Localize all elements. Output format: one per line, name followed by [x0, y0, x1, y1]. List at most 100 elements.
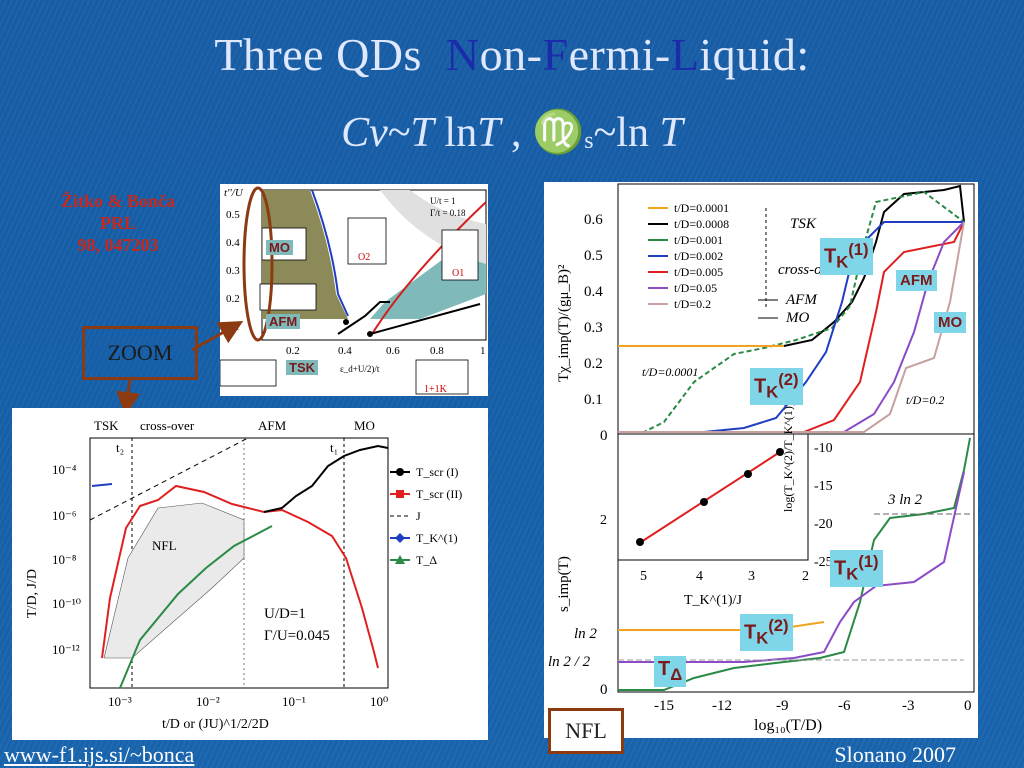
pd-o1: O1 — [452, 268, 464, 279]
highlight-ellipse — [242, 186, 274, 342]
right-xtick: -6 — [838, 698, 851, 714]
param-ud: U/D=1 — [264, 606, 306, 622]
legend-item: t/D=0.05 — [674, 281, 717, 295]
pd-xtick: 1 — [480, 345, 486, 357]
citation-ref: 98, 047203 — [77, 235, 159, 255]
annot-t1: t/D=0.0001 — [642, 365, 698, 379]
pd-ytick: 0.4 — [226, 237, 240, 249]
ann-ln2-2: ln 2 / 2 — [548, 654, 591, 670]
right-top-ylabel: Tχ_imp(T)/(gμ_B)² — [556, 264, 572, 382]
t2-label: t₂ — [116, 440, 124, 455]
param-gu: Γ/U=0.045 — [264, 628, 330, 644]
tag-afm: AFM — [896, 270, 937, 291]
legend-item: t/D=0.001 — [674, 233, 723, 247]
title-l: L — [670, 29, 700, 80]
inset-xlabel: T_K^(1)/J — [684, 593, 742, 608]
right-ytick: 0.2 — [584, 356, 603, 372]
pd-xtick: 0.6 — [386, 345, 400, 357]
tag-mo: MO — [934, 312, 967, 333]
pd-ytick: 0.5 — [226, 209, 240, 221]
t1-label: t₁ — [330, 440, 338, 455]
tag-mo-pd: MO — [266, 240, 293, 255]
right-xtick: -15 — [654, 698, 674, 714]
region-afm: AFM — [258, 418, 287, 433]
pd-1k: 1+1K — [424, 384, 448, 395]
tag-sup: (2) — [778, 370, 799, 389]
zoom-arrow-right — [191, 321, 244, 352]
tag-delta: Δ — [670, 665, 683, 684]
tag-sup: (2) — [768, 616, 789, 635]
legend-right: AFM — [785, 292, 818, 308]
zoom-box: ZOOM — [82, 326, 198, 380]
tag-sup: (1) — [858, 552, 879, 571]
right-ytick: 0.1 — [584, 392, 603, 408]
ann-3ln2: 3 ln 2 — [887, 492, 923, 508]
ln-1: ln — [444, 110, 478, 156]
tag-k: K — [836, 252, 849, 272]
pd-param: Γ/t = 0.18 — [430, 208, 466, 218]
citation: Žitko & Bonča PRL 98, 047203 — [18, 190, 218, 256]
tag-tk2-top: TK(2) — [750, 368, 803, 405]
tag-k: K — [766, 382, 779, 402]
entropy-symbol: ♍ — [531, 110, 585, 156]
slide-title: Three QDs Non-Fermi-Liquid: — [0, 28, 1024, 81]
y-tick: 10⁻¹² — [52, 642, 80, 657]
pd-xtick: 0.8 — [430, 345, 444, 357]
annot-t2: t/D=0.2 — [906, 393, 944, 407]
legend-item: t/D=0.0008 — [674, 217, 729, 231]
bottom-chart: TSK cross-over AFM MO t₂ t₁ NFL 10⁻⁴ 10⁻… — [25, 418, 462, 732]
s-sub: s — [584, 128, 594, 154]
inset-ytick: 2 — [600, 513, 607, 528]
tag-afm-pd: AFM — [266, 314, 301, 329]
right-xtick: -12 — [712, 698, 732, 714]
legend-item: t/D=0.0001 — [674, 201, 729, 215]
legend-item: t/D=0.2 — [674, 297, 711, 311]
ann-ln2: ln 2 — [574, 626, 597, 642]
right-xlabel: log₁₀(T/D) — [754, 717, 822, 734]
tag-tdelta: TΔ — [654, 656, 687, 687]
bottom-legend: T_scr (I) T_scr (II) J T_K^(1) T_Δ — [390, 465, 462, 567]
title-f: F — [542, 29, 569, 80]
footer-event: Slonano 2007 — [834, 742, 956, 767]
right-chart-panel: 0.6 0.5 0.4 0.3 0.2 0.1 0 Tχ_imp(T)/(gμ_… — [544, 182, 978, 738]
tag-tk1-top: TK(1) — [820, 238, 873, 275]
nfl-label: NFL — [152, 538, 177, 553]
title-on: on- — [479, 29, 543, 80]
x-tick: 10⁻¹ — [282, 694, 306, 709]
right-ytick: 0.6 — [584, 212, 603, 228]
tag-t: T — [824, 245, 837, 268]
region-mo: MO — [354, 418, 375, 433]
inset-xtick: 2 — [802, 569, 809, 584]
inset-xtick: 4 — [696, 569, 703, 584]
zoom-arrow-down — [116, 377, 141, 416]
tag-t: T — [744, 621, 757, 644]
right-xtick: -3 — [902, 698, 915, 714]
pd-xlabel: ε_d+U/2)/t — [340, 364, 380, 374]
inset-xtick: 3 — [748, 569, 755, 584]
title-iquid: iquid: — [699, 29, 810, 80]
t-symbol-3: T — [659, 110, 683, 156]
cv-symbol: Cv — [341, 110, 388, 156]
legend-item: T_K^(1) — [416, 531, 458, 545]
inset-rtick: -20 — [814, 517, 833, 532]
inset-rtick: -25 — [814, 555, 833, 570]
title-text: Three QDs — [214, 29, 422, 80]
x-tick: 10⁰ — [370, 694, 388, 709]
pd-param: U/t = 1 — [430, 196, 456, 206]
legend-item: T_scr (I) — [416, 465, 458, 479]
x-tick: 10⁻³ — [108, 694, 132, 709]
footer-link[interactable]: www-f1.ijs.si/~bonca — [4, 742, 195, 767]
x-axis-label: t/D or (JU)^1/2/2D — [162, 717, 269, 732]
y-tick: 10⁻¹⁰ — [52, 596, 81, 611]
citation-journal: PRL — [100, 213, 136, 233]
pd-ylabel: t''/U — [224, 187, 244, 199]
right-legend: t/D=0.0001 t/D=0.0008 t/D=0.001 t/D=0.00… — [648, 201, 841, 326]
citation-authors: Žitko & Bonča — [60, 191, 175, 211]
legend-item: J — [416, 509, 421, 523]
pd-ytick: 0.3 — [226, 265, 240, 277]
pd-ytick: 0.2 — [226, 293, 240, 305]
y-axis-label: T/D, J/D — [25, 569, 40, 618]
region-crossover: cross-over — [140, 418, 195, 433]
right-ytick: 0.4 — [584, 284, 603, 300]
legend-item: t/D=0.002 — [674, 249, 723, 263]
